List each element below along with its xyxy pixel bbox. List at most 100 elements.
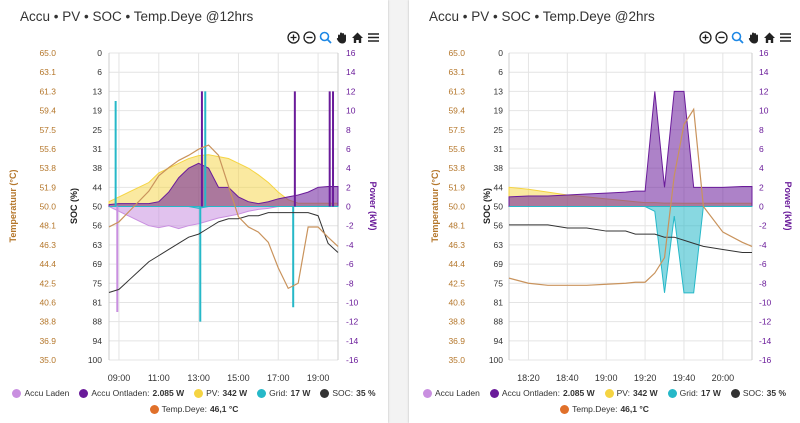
power-tick-label: -12 [759,317,772,327]
soc-tick-label: 56 [494,221,504,231]
menu-icon[interactable] [779,31,792,44]
power-tick-label: -6 [759,259,767,269]
temp-tick-label: 48.1 [39,221,56,231]
soc-tick-label: 13 [93,86,103,96]
soc-tick-label: 31 [494,144,504,154]
legend-item[interactable]: Temp.Deye: 46,1 °C [560,404,649,414]
legend-marker [422,388,432,398]
series-line-soc [509,224,752,254]
power-tick-label: 12 [346,86,356,96]
legend-value: 2.085 W [562,388,595,398]
power-axis-title: Power (kW) [368,181,378,230]
x-tick-label: 15:00 [227,373,250,383]
zoom-out-icon[interactable] [715,31,728,44]
x-tick-label: 11:00 [148,373,170,383]
legend-value: 342 W [222,388,248,398]
power-tick-label: 10 [759,106,769,116]
legend-label: SOC: [332,388,354,398]
soc-tick-label: 88 [93,317,103,327]
series-area-accu-ontladen [508,90,753,207]
soc-tick-label: 25 [494,125,504,135]
power-tick-label: 2 [759,182,764,192]
temp-tick-label: 35.0 [448,355,465,365]
temp-tick-label: 57.5 [448,125,465,135]
temp-tick-label: 46.3 [448,240,465,250]
legend-item[interactable]: Accu Laden [422,388,480,398]
power-tick-label: 16 [759,48,769,58]
soc-tick-label: 44 [93,182,103,192]
chart-svg-12hrs: 65.0 0 16 63.1 6 14 61.3 13 12 59.4 19 10 57.5 25 8 55.… [8,48,378,383]
legend-item[interactable]: Temp.Deye: 46,1 °C [149,404,239,414]
power-tick-label: -14 [346,336,359,346]
legend-item[interactable]: Accu Laden [12,388,69,398]
legend-marker [12,388,22,398]
soc-tick-label: 88 [494,317,504,327]
legend-value: 2.085 W [152,388,185,398]
legend-label: Grid: [269,388,288,398]
legend-item[interactable]: SOC: 35 % [320,388,376,398]
temp-tick-label: 35.0 [39,355,56,365]
power-tick-label: -10 [759,297,772,307]
legend-item[interactable]: Accu Ontladen: 2.085 W [79,388,184,398]
legend-item[interactable]: Accu Ontladen: 2.085 W [489,388,595,398]
menu-icon[interactable] [367,31,380,44]
soc-tick-label: 50 [494,202,504,212]
temp-tick-label: 55.6 [39,144,56,154]
legend-label: PV: [206,388,220,398]
soc-tick-label: 19 [93,106,103,116]
zoom-in-icon[interactable] [287,31,300,44]
temp-tick-label: 36.9 [448,336,465,346]
series-area-grid [109,205,339,209]
legend-item[interactable]: SOC: 35 % [730,388,787,398]
chart-legend: Accu Laden Accu Ontladen: 2.085 W PV: 342 … [0,388,388,414]
chart-toolbar [287,31,380,44]
soc-tick-label: 38 [93,163,103,173]
power-tick-label: -4 [346,240,354,250]
power-tick-label: 16 [346,48,356,58]
legend-marker [194,388,204,398]
pan-hand-icon[interactable] [747,31,760,44]
home-icon[interactable] [351,31,364,44]
legend-marker [604,388,614,398]
power-tick-label: 8 [346,125,351,135]
temp-tick-label: 59.4 [448,106,465,116]
legend-row: Accu Laden Accu Ontladen: 2.085 W PV: 342 … [0,388,388,398]
x-tick-label: 09:00 [108,373,131,383]
legend-label: PV: [616,388,631,398]
home-icon[interactable] [763,31,776,44]
power-tick-label: -2 [346,221,354,231]
power-tick-label: -8 [346,278,354,288]
soc-tick-label: 38 [494,163,504,173]
temp-tick-label: 63.1 [448,67,465,77]
legend-marker [149,404,159,414]
legend-marker [79,388,89,398]
legend-label: SOC: [742,388,764,398]
legend-item[interactable]: PV: 342 W [604,388,658,398]
zoom-out-icon[interactable] [303,31,316,44]
legend-value: 35 % [766,388,787,398]
series-area-grid [509,205,753,294]
x-tick-label: 13:00 [187,373,210,383]
legend-item[interactable]: PV: 342 W [194,388,247,398]
legend-value: 46,1 °C [209,404,239,414]
soc-tick-label: 19 [494,106,504,116]
soc-tick-label: 81 [93,297,103,307]
temp-tick-label: 65.0 [39,48,56,58]
legend-item[interactable]: Grid: 17 W [667,388,721,398]
soc-axis-title: SOC (%) [482,188,492,224]
x-tick-label: 19:20 [634,373,657,383]
legend-label: Accu Ontladen: [91,388,150,398]
zoom-in-icon[interactable] [699,31,712,44]
x-tick-label: 18:20 [517,373,540,383]
power-tick-label: -8 [759,278,767,288]
zoom-magnifier-icon[interactable] [319,31,332,44]
legend-item[interactable]: Grid: 17 W [257,388,310,398]
pan-hand-icon[interactable] [335,31,348,44]
power-tick-label: 0 [346,202,351,212]
legend-value: 17 W [701,388,721,398]
temp-tick-label: 63.1 [39,67,56,77]
zoom-magnifier-icon[interactable] [731,31,744,44]
legend-label: Accu Laden [24,388,70,398]
power-tick-label: -2 [759,221,767,231]
soc-tick-label: 75 [93,278,103,288]
